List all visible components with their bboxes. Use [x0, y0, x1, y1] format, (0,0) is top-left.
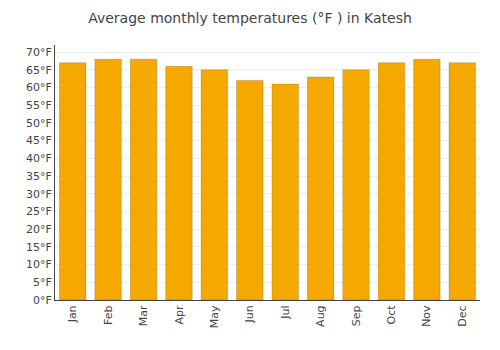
- svg-text:Mar: Mar: [137, 305, 150, 326]
- svg-text:Oct: Oct: [385, 305, 398, 325]
- svg-text:Nov: Nov: [420, 305, 433, 327]
- svg-text:45°F: 45°F: [26, 134, 52, 147]
- svg-text:Aug: Aug: [314, 305, 327, 326]
- svg-text:35°F: 35°F: [26, 170, 52, 183]
- svg-text:Feb: Feb: [102, 305, 115, 324]
- svg-text:5°F: 5°F: [33, 276, 52, 289]
- svg-text:Sep: Sep: [350, 305, 363, 326]
- svg-text:Apr: Apr: [173, 305, 186, 325]
- svg-text:20°F: 20°F: [26, 223, 52, 236]
- svg-text:50°F: 50°F: [26, 117, 52, 130]
- svg-text:60°F: 60°F: [26, 81, 52, 94]
- svg-text:Dec: Dec: [456, 305, 469, 326]
- svg-text:May: May: [208, 305, 221, 328]
- svg-text:Jan: Jan: [66, 305, 79, 323]
- svg-text:15°F: 15°F: [26, 241, 52, 254]
- svg-text:70°F: 70°F: [26, 46, 52, 59]
- svg-text:Jun: Jun: [243, 305, 256, 323]
- svg-text:25°F: 25°F: [26, 205, 52, 218]
- svg-text:0°F: 0°F: [33, 294, 52, 307]
- svg-text:55°F: 55°F: [26, 99, 52, 112]
- svg-text:Average monthly temperatures (: Average monthly temperatures (°F ) in Ka…: [88, 10, 412, 26]
- svg-text:Jul: Jul: [279, 305, 292, 319]
- svg-text:40°F: 40°F: [26, 152, 52, 165]
- svg-text:30°F: 30°F: [26, 188, 52, 201]
- svg-text:10°F: 10°F: [26, 258, 52, 271]
- svg-text:65°F: 65°F: [26, 64, 52, 77]
